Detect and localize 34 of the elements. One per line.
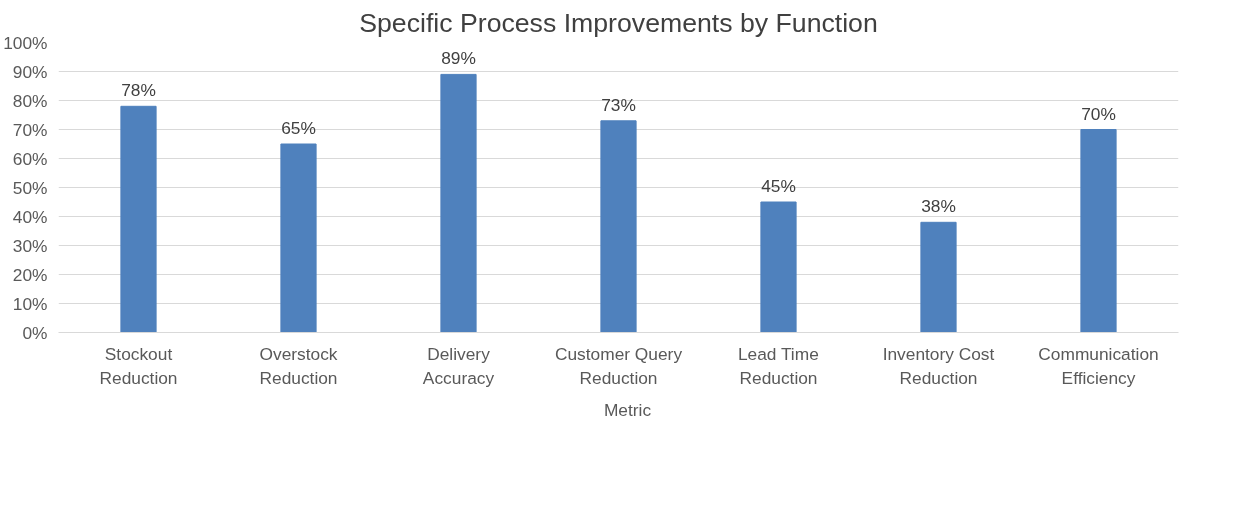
bar (600, 120, 637, 333)
y-tick-label: 40% (12, 206, 48, 227)
bar (760, 201, 797, 333)
data-label: 65% (281, 118, 316, 138)
bar (440, 73, 477, 333)
y-tick-label: 60% (12, 148, 48, 169)
y-tick-label: 10% (12, 293, 48, 314)
data-label: 45% (761, 176, 796, 196)
x-tick-label: Inventory Cost Reduction (882, 343, 995, 388)
x-tick-label: Communication Efficiency (1038, 343, 1159, 388)
x-tick-label: Customer Query Reduction (554, 343, 683, 388)
x-tick-label: Delivery Accuracy (422, 343, 495, 388)
data-label: 70% (1081, 103, 1116, 124)
data-label: 78% (121, 80, 156, 101)
y-tick-label: 90% (12, 61, 48, 82)
data-label: 73% (601, 94, 636, 115)
y-tick-label: 100% (3, 32, 48, 53)
x-tick-label: Overstock Reduction (259, 343, 338, 388)
x-tick-label: Lead Time Reduction (737, 343, 819, 388)
y-tick-label: 20% (12, 264, 48, 285)
chart-title: Specific Process Improvements by Function (359, 7, 878, 38)
data-label: 38% (921, 196, 956, 217)
y-tick-label: 30% (12, 235, 48, 256)
text: Metric (603, 399, 652, 421)
bar (1080, 129, 1117, 333)
bar (280, 143, 317, 333)
x-tick-label: Stockout Reduction (99, 343, 178, 388)
y-tick-label: 70% (12, 119, 48, 140)
y-tick-label: 0% (22, 322, 48, 343)
bar (120, 105, 157, 333)
y-tick-label: 50% (12, 177, 48, 198)
bar (920, 221, 957, 333)
data-label: 89% (441, 48, 476, 69)
y-tick-label: 80% (12, 90, 48, 111)
